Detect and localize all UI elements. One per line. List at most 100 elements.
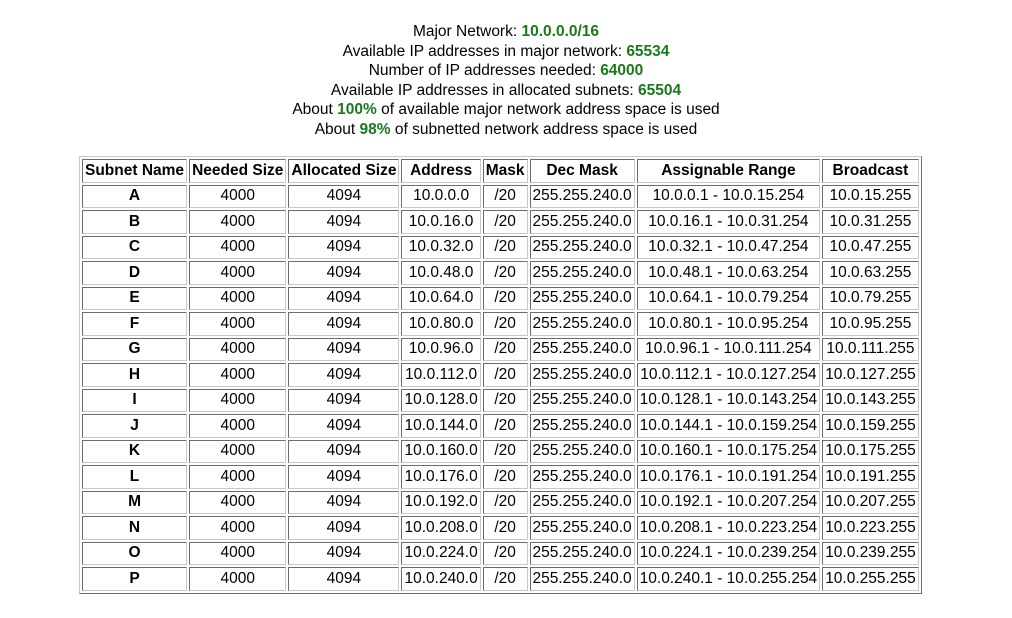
cell-assignable-range: 10.0.112.1 - 10.0.127.254 bbox=[636, 363, 821, 387]
cell-allocated-size: 4094 bbox=[288, 337, 400, 361]
cell-dec-mask: 255.255.240.0 bbox=[529, 541, 635, 565]
cell-broadcast: 10.0.95.255 bbox=[822, 312, 919, 336]
table-row: B 4000 4094 10.0.16.0/20 255.255.240.0 10.0.1… bbox=[82, 210, 919, 234]
cell-broadcast: 10.0.223.255 bbox=[822, 516, 919, 540]
cell-subnet-name: J bbox=[82, 414, 188, 438]
cell-mask: /20 bbox=[482, 490, 528, 514]
table-row: P 4000 4094 10.0.240.0/20 255.255.240.0 10.0.… bbox=[82, 567, 919, 591]
cell-assignable-range: 10.0.96.1 - 10.0.111.254 bbox=[636, 337, 821, 361]
cell-mask: /20 bbox=[482, 516, 528, 540]
cell-subnet-name: M bbox=[82, 490, 188, 514]
cell-broadcast: 10.0.127.255 bbox=[822, 363, 919, 387]
cell-subnet-name: A bbox=[82, 184, 188, 208]
cell-allocated-size: 4094 bbox=[288, 235, 400, 259]
cell-assignable-range: 10.0.192.1 - 10.0.207.254 bbox=[636, 490, 821, 514]
cell-broadcast: 10.0.175.255 bbox=[822, 439, 919, 463]
cell-subnet-name: N bbox=[82, 516, 188, 540]
cell-broadcast: 10.0.207.255 bbox=[822, 490, 919, 514]
table-row: J 4000 4094 10.0.144.0/20 255.255.240.0 10.0.… bbox=[82, 414, 919, 438]
summary-block: Major Network: 10.0.0.0/16 Available IP … bbox=[0, 0, 1012, 140]
cell-allocated-size: 4094 bbox=[288, 541, 400, 565]
cell-mask: /20 bbox=[482, 337, 528, 361]
cell-address: 10.0.144.0 bbox=[401, 414, 481, 438]
cell-allocated-size: 4094 bbox=[288, 388, 400, 412]
subnet-table-container: Subnet Name Needed Size Allocated Size Addr… bbox=[79, 156, 922, 594]
cell-subnet-name: L bbox=[82, 465, 188, 489]
cell-allocated-size: 4094 bbox=[288, 490, 400, 514]
cell-subnet-name: F bbox=[82, 312, 188, 336]
needed-addresses-value: 64000 bbox=[600, 62, 644, 80]
table-row: K 4000 4094 10.0.160.0/20 255.255.240.0 10.0.… bbox=[82, 439, 919, 463]
table-row: O 4000 4094 10.0.224.0/20 255.255.240.0 10.0.… bbox=[82, 541, 919, 565]
cell-allocated-size: 4094 bbox=[288, 439, 400, 463]
cell-broadcast: 10.0.159.255 bbox=[822, 414, 919, 438]
column-header-allocated-size: Allocated Size bbox=[288, 159, 400, 183]
needed-addresses-label: Number of IP addresses needed: bbox=[368, 62, 601, 80]
cell-dec-mask: 255.255.240.0 bbox=[529, 567, 635, 591]
table-row: D 4000 4094 10.0.48.0/20 255.255.240.0 10.0.4… bbox=[82, 261, 919, 285]
cell-address: 10.0.0.0 bbox=[401, 184, 481, 208]
cell-needed-size: 4000 bbox=[189, 235, 287, 259]
cell-allocated-size: 4094 bbox=[288, 465, 400, 489]
cell-allocated-size: 4094 bbox=[288, 312, 400, 336]
cell-allocated-size: 4094 bbox=[288, 414, 400, 438]
cell-dec-mask: 255.255.240.0 bbox=[529, 261, 635, 285]
cell-assignable-range: 10.0.64.1 - 10.0.79.254 bbox=[636, 286, 821, 310]
cell-dec-mask: 255.255.240.0 bbox=[529, 465, 635, 489]
table-row: A 4000 4094 10.0.0.0/20 255.255.240.0 10.0.0.… bbox=[82, 184, 919, 208]
cell-dec-mask: 255.255.240.0 bbox=[529, 490, 635, 514]
cell-allocated-size: 4094 bbox=[288, 261, 400, 285]
cell-mask: /20 bbox=[482, 184, 528, 208]
cell-mask: /20 bbox=[482, 439, 528, 463]
cell-address: 10.0.240.0 bbox=[401, 567, 481, 591]
cell-address: 10.0.160.0 bbox=[401, 439, 481, 463]
column-header-broadcast: Broadcast bbox=[822, 159, 919, 183]
cell-allocated-size: 4094 bbox=[288, 286, 400, 310]
cell-broadcast: 10.0.63.255 bbox=[822, 261, 919, 285]
cell-assignable-range: 10.0.240.1 - 10.0.255.254 bbox=[636, 567, 821, 591]
cell-subnet-name: I bbox=[82, 388, 188, 412]
cell-mask: /20 bbox=[482, 465, 528, 489]
subnet-usage-suffix: of subnetted network address space is us… bbox=[390, 120, 698, 138]
major-network-value: 10.0.0.0/16 bbox=[521, 23, 600, 40]
available-addresses-label: Available IP addresses in major network: bbox=[342, 42, 627, 60]
cell-dec-mask: 255.255.240.0 bbox=[529, 235, 635, 259]
column-header-mask: Mask bbox=[482, 159, 528, 183]
cell-allocated-size: 4094 bbox=[288, 516, 400, 540]
column-header-needed-size: Needed Size bbox=[189, 159, 287, 183]
column-header-assignable-range: Assignable Range bbox=[636, 159, 821, 183]
cell-dec-mask: 255.255.240.0 bbox=[529, 210, 635, 234]
needed-addresses-line: Number of IP addresses needed: 64000 bbox=[0, 61, 1012, 81]
cell-needed-size: 4000 bbox=[189, 465, 287, 489]
cell-subnet-name: C bbox=[82, 235, 188, 259]
major-network-label: Major Network: bbox=[412, 23, 522, 40]
cell-assignable-range: 10.0.48.1 - 10.0.63.254 bbox=[636, 261, 821, 285]
cell-mask: /20 bbox=[482, 567, 528, 591]
major-usage-prefix: About bbox=[292, 101, 338, 119]
column-header-address: Address bbox=[401, 159, 481, 183]
cell-address: 10.0.16.0 bbox=[401, 210, 481, 234]
cell-broadcast: 10.0.255.255 bbox=[822, 567, 919, 591]
cell-subnet-name: O bbox=[82, 541, 188, 565]
major-usage-suffix: of available major network address space… bbox=[376, 101, 720, 119]
cell-subnet-name: E bbox=[82, 286, 188, 310]
cell-dec-mask: 255.255.240.0 bbox=[529, 414, 635, 438]
cell-subnet-name: D bbox=[82, 261, 188, 285]
cell-address: 10.0.48.0 bbox=[401, 261, 481, 285]
cell-address: 10.0.112.0 bbox=[401, 363, 481, 387]
cell-mask: /20 bbox=[482, 541, 528, 565]
cell-dec-mask: 255.255.240.0 bbox=[529, 312, 635, 336]
available-addresses-value: 65534 bbox=[626, 42, 670, 60]
cell-address: 10.0.176.0 bbox=[401, 465, 481, 489]
cell-address: 10.0.224.0 bbox=[401, 541, 481, 565]
allocated-addresses-line: Available IP addresses in allocated subn… bbox=[0, 81, 1012, 101]
cell-subnet-name: K bbox=[82, 439, 188, 463]
cell-dec-mask: 255.255.240.0 bbox=[529, 337, 635, 361]
cell-allocated-size: 4094 bbox=[288, 184, 400, 208]
cell-needed-size: 4000 bbox=[189, 363, 287, 387]
subnet-usage-value: 98% bbox=[359, 120, 391, 138]
cell-broadcast: 10.0.31.255 bbox=[822, 210, 919, 234]
allocated-addresses-value: 65504 bbox=[637, 81, 682, 99]
cell-address: 10.0.64.0 bbox=[401, 286, 481, 310]
table-row: I 4000 4094 10.0.128.0/20 255.255.240.0 10.0.… bbox=[82, 388, 919, 412]
